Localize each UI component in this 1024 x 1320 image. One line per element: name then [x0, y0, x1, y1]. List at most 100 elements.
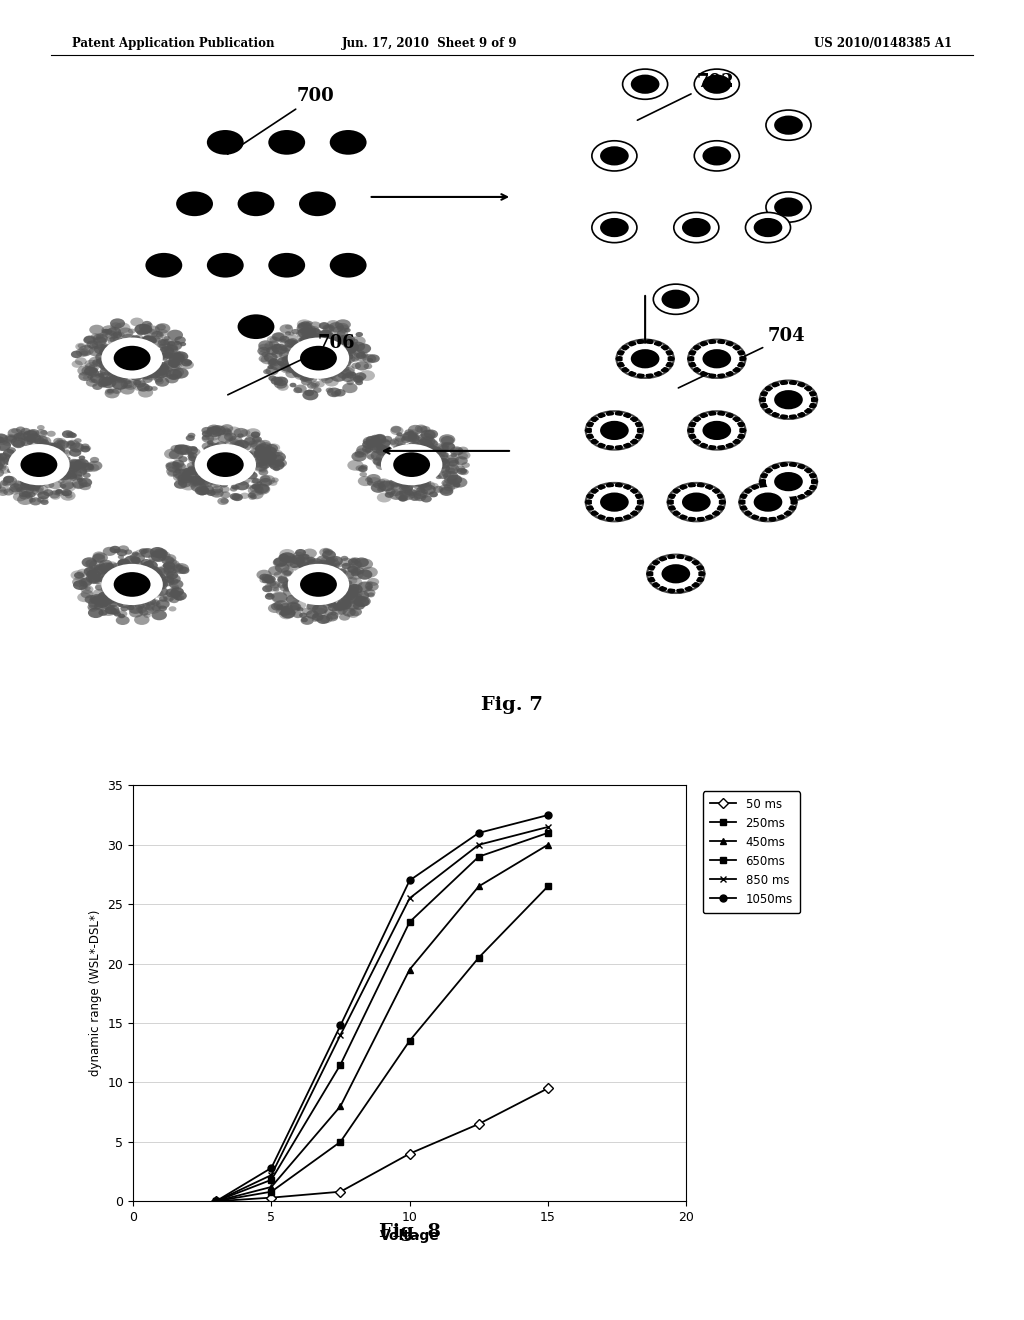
Circle shape	[0, 480, 8, 486]
Circle shape	[768, 516, 776, 521]
Circle shape	[343, 352, 353, 360]
Circle shape	[110, 318, 125, 329]
Circle shape	[313, 603, 329, 614]
Circle shape	[100, 586, 109, 591]
Circle shape	[351, 363, 360, 370]
Circle shape	[163, 561, 175, 569]
Circle shape	[100, 568, 116, 577]
Circle shape	[257, 449, 267, 455]
Circle shape	[301, 371, 315, 381]
Circle shape	[278, 362, 285, 366]
Circle shape	[87, 603, 97, 610]
Circle shape	[211, 479, 220, 486]
Circle shape	[280, 603, 293, 611]
Circle shape	[808, 391, 816, 396]
Circle shape	[130, 553, 145, 564]
Circle shape	[665, 362, 673, 367]
Circle shape	[688, 516, 696, 521]
Circle shape	[66, 459, 82, 469]
Circle shape	[56, 440, 70, 449]
Circle shape	[437, 471, 449, 479]
Circle shape	[26, 479, 42, 490]
Circle shape	[377, 461, 386, 467]
Circle shape	[151, 552, 167, 562]
Circle shape	[139, 323, 150, 331]
Circle shape	[238, 433, 244, 438]
Circle shape	[43, 490, 53, 496]
Circle shape	[248, 492, 256, 498]
Circle shape	[112, 610, 118, 614]
Circle shape	[340, 363, 347, 368]
Circle shape	[592, 141, 637, 172]
Circle shape	[271, 343, 288, 355]
Circle shape	[229, 487, 238, 491]
Circle shape	[164, 565, 175, 573]
Circle shape	[146, 323, 153, 327]
Circle shape	[101, 329, 109, 334]
Circle shape	[156, 363, 164, 370]
Circle shape	[109, 564, 119, 572]
Circle shape	[302, 549, 316, 558]
Circle shape	[274, 562, 290, 573]
Circle shape	[337, 368, 352, 379]
Circle shape	[287, 581, 294, 586]
Circle shape	[331, 371, 346, 381]
Circle shape	[740, 494, 749, 499]
Circle shape	[395, 444, 407, 450]
Circle shape	[84, 335, 96, 343]
Circle shape	[365, 582, 379, 591]
Circle shape	[418, 433, 433, 444]
Circle shape	[717, 374, 725, 379]
Circle shape	[181, 360, 194, 370]
Circle shape	[270, 358, 278, 363]
Circle shape	[118, 554, 124, 560]
Circle shape	[615, 356, 624, 362]
Circle shape	[334, 603, 345, 611]
Circle shape	[705, 515, 713, 520]
Circle shape	[143, 325, 153, 331]
Circle shape	[76, 459, 86, 467]
Circle shape	[270, 454, 285, 463]
Circle shape	[306, 610, 318, 619]
Circle shape	[246, 471, 258, 479]
Circle shape	[120, 606, 128, 611]
Circle shape	[244, 437, 256, 445]
Circle shape	[318, 322, 330, 329]
Circle shape	[128, 329, 135, 334]
Circle shape	[174, 337, 185, 345]
Circle shape	[591, 511, 599, 516]
Circle shape	[163, 338, 174, 346]
Circle shape	[66, 462, 82, 473]
Circle shape	[101, 325, 117, 335]
Circle shape	[157, 579, 167, 586]
Circle shape	[732, 438, 740, 445]
Circle shape	[101, 564, 163, 605]
Circle shape	[97, 568, 114, 578]
Circle shape	[327, 560, 340, 569]
Circle shape	[111, 322, 122, 330]
Circle shape	[157, 325, 166, 330]
Circle shape	[48, 442, 59, 450]
Circle shape	[668, 587, 676, 594]
Circle shape	[409, 441, 420, 449]
Circle shape	[251, 440, 266, 450]
Circle shape	[22, 491, 31, 498]
Circle shape	[73, 462, 84, 470]
Circle shape	[85, 362, 99, 372]
650ms	[265, 1172, 278, 1188]
Circle shape	[191, 459, 203, 466]
1050ms	[542, 807, 554, 824]
Circle shape	[110, 595, 121, 603]
Circle shape	[689, 422, 697, 428]
850 ms	[265, 1167, 278, 1183]
Circle shape	[329, 564, 337, 569]
Circle shape	[138, 602, 151, 610]
Circle shape	[313, 607, 327, 616]
Circle shape	[725, 442, 733, 447]
Circle shape	[5, 434, 15, 441]
Circle shape	[709, 339, 717, 345]
Circle shape	[116, 615, 130, 624]
Circle shape	[327, 611, 339, 619]
Circle shape	[188, 455, 197, 461]
Circle shape	[804, 490, 812, 495]
